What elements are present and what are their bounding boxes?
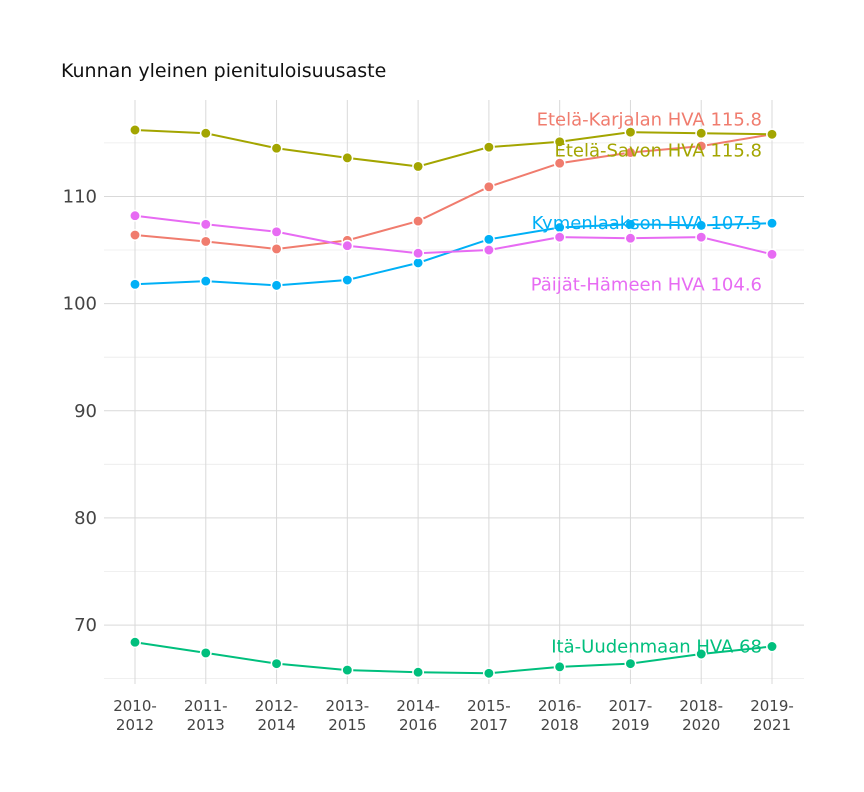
data-point <box>624 232 637 245</box>
series-label: Itä-Uudenmaan HVA 68 <box>551 636 762 657</box>
grid <box>104 100 804 684</box>
y-tick-label: 100 <box>63 294 97 315</box>
x-tick-label: 2011- <box>184 697 228 715</box>
x-tick-label: 2013 <box>187 716 225 734</box>
series-etel-savon-hva <box>129 124 778 173</box>
data-point <box>129 278 141 291</box>
x-tick-label: 2020 <box>682 716 720 734</box>
series-line <box>134 641 773 675</box>
series-label: Päijät-Hämeen HVA 104.6 <box>531 274 762 295</box>
data-point <box>412 247 425 260</box>
data-point <box>270 242 283 255</box>
data-point <box>766 128 778 141</box>
x-axis: 2010-2012 2011-2013 2012-2014 2013-2015 2014… <box>113 697 794 734</box>
x-tick-label: 2014- <box>396 697 440 715</box>
data-point <box>270 142 283 155</box>
series-line <box>134 214 773 256</box>
data-point <box>199 275 212 288</box>
data-point <box>129 124 141 136</box>
data-point <box>482 180 495 193</box>
data-point <box>766 248 778 261</box>
data-point <box>553 135 566 148</box>
x-tick-label: 2021 <box>753 716 791 734</box>
data-point <box>553 157 566 170</box>
data-point <box>270 225 283 238</box>
data-point <box>412 666 425 679</box>
x-tick-label: 2014 <box>257 716 295 734</box>
x-tick-label: 2013- <box>326 697 370 715</box>
data-point <box>129 209 141 222</box>
x-tick-label: 2016- <box>538 697 582 715</box>
x-tick-label: 2017 <box>470 716 508 734</box>
series-label: Kymenlaakson HVA 107.5 <box>532 213 762 234</box>
data-point <box>199 218 212 231</box>
x-tick-label: 2016 <box>399 716 437 734</box>
data-point <box>695 127 708 140</box>
data-point <box>553 231 566 244</box>
series-line <box>134 133 773 250</box>
data-point <box>766 640 778 653</box>
x-tick-label: 2012- <box>255 697 299 715</box>
y-tick-label: 70 <box>74 615 97 636</box>
data-point <box>482 244 495 256</box>
data-point <box>199 127 212 140</box>
data-point <box>412 215 425 228</box>
x-tick-label: 2018- <box>679 697 723 715</box>
data-point <box>482 233 495 246</box>
y-tick-label: 90 <box>74 401 97 422</box>
data-point <box>270 279 283 292</box>
data-point <box>199 235 212 248</box>
series-it-uudenmaan-hva <box>129 636 778 680</box>
data-point <box>412 256 425 269</box>
series-labels: Etelä-Karjalan HVA 115.8 Etelä-Savon HVA … <box>531 109 762 657</box>
series-line <box>134 129 773 168</box>
data-point <box>482 667 495 680</box>
y-tick-label: 110 <box>63 186 97 207</box>
data-point <box>695 219 708 232</box>
series-label: Etelä-Savon HVA 115.8 <box>554 140 762 161</box>
y-axis: 70 80 90 100 110 <box>63 186 97 636</box>
series-label: Etelä-Karjalan HVA 115.8 <box>537 109 762 130</box>
x-tick-label: 2019- <box>750 697 794 715</box>
data-point <box>341 274 354 286</box>
x-tick-label: 2012 <box>116 716 154 734</box>
data-point <box>624 146 637 159</box>
data-point <box>129 229 141 241</box>
data-point <box>482 141 495 154</box>
data-point <box>695 140 708 153</box>
x-tick-label: 2017- <box>609 697 653 715</box>
data-point <box>270 657 283 670</box>
x-tick-label: 2018 <box>541 716 579 734</box>
x-tick-label: 2015 <box>328 716 366 734</box>
y-tick-label: 80 <box>74 508 97 529</box>
chart-title: Kunnan yleinen pienituloisuusaste <box>61 60 386 82</box>
data-point <box>624 218 637 231</box>
data-point <box>199 646 212 659</box>
series-p-ij-t-h-meen-hva <box>129 209 778 261</box>
data-point <box>341 239 354 252</box>
series-lines <box>129 124 778 680</box>
data-point <box>553 660 566 673</box>
x-tick-label: 2015- <box>467 697 511 715</box>
data-point <box>341 151 354 164</box>
data-point <box>412 160 425 173</box>
data-point <box>129 636 141 649</box>
data-point <box>624 126 637 139</box>
data-point <box>341 664 354 677</box>
x-tick-label: 2019 <box>611 716 649 734</box>
data-point <box>695 231 708 244</box>
data-point <box>624 657 637 670</box>
data-point <box>766 217 778 230</box>
data-point <box>695 648 708 660</box>
x-tick-label: 2010- <box>113 697 157 715</box>
